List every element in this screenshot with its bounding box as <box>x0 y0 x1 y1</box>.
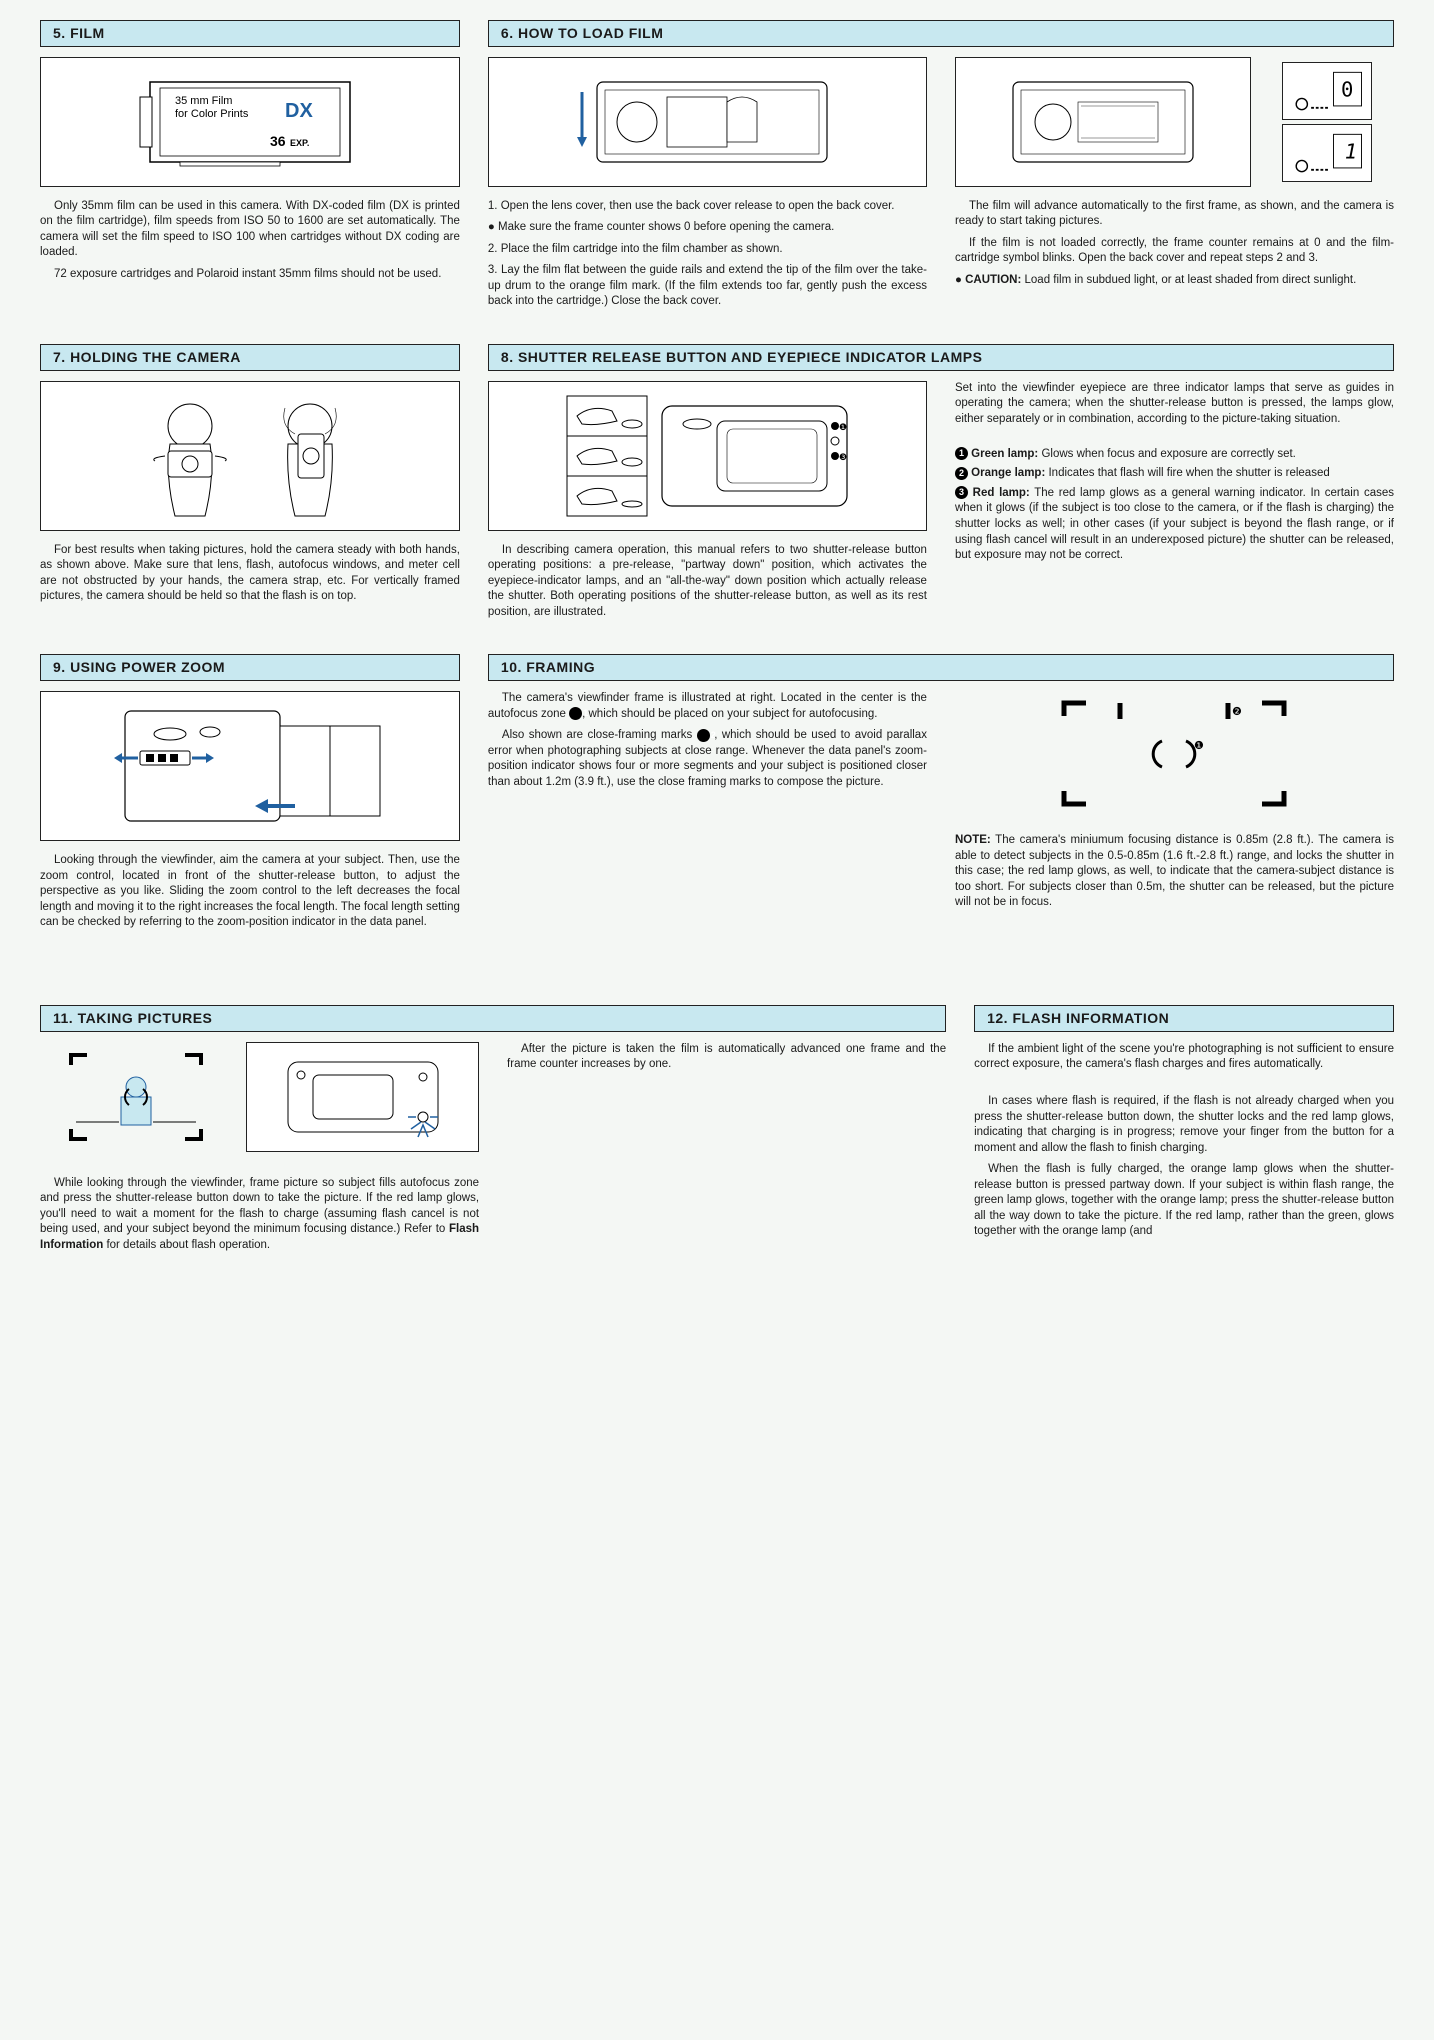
s6-c1-p1: 1. Open the lens cover, then use the bac… <box>488 199 927 215</box>
svg-text:❶: ❶ <box>1194 740 1204 752</box>
header-7: 7. HOLDING THE CAMERA <box>40 344 460 371</box>
film-dx: DX <box>285 100 313 122</box>
illus-film-cartridge: 35 mm Film for Color Prints DX 36 EXP. <box>40 57 460 187</box>
header-11: 11. TAKING PICTURES <box>40 1005 946 1032</box>
s5-p2: 72 exposure cartridges and Polaroid inst… <box>40 267 460 283</box>
section-11: 11. TAKING PICTURES <box>40 1005 946 1259</box>
header-10: 10. FRAMING <box>488 654 1394 681</box>
s8-lamp2: 2 Orange lamp: Indicates that flash will… <box>955 466 1394 482</box>
film-line2: for Color Prints <box>175 108 249 120</box>
s6-c1-p2: 2. Place the film cartridge into the fil… <box>488 242 927 258</box>
row-5-6: 5. FILM 35 mm Film for Color Prints DX 3… <box>40 20 1394 316</box>
section-12: 12. FLASH INFORMATION If the ambient lig… <box>974 1005 1394 1259</box>
illus-frame-counter: 0 1 <box>1261 57 1394 187</box>
svg-text:EXP.: EXP. <box>290 138 309 148</box>
header-9: 9. USING POWER ZOOM <box>40 654 460 681</box>
illus-zoom <box>40 691 460 841</box>
header-12: 12. FLASH INFORMATION <box>974 1005 1394 1032</box>
s9-p1: Looking through the viewfinder, aim the … <box>40 853 460 931</box>
svg-text:❶: ❶ <box>839 422 847 432</box>
s12-p1: If the ambient light of the scene you're… <box>974 1042 1394 1073</box>
s11-c1-p1: While looking through the viewfinder, fr… <box>40 1176 479 1254</box>
s8-c2-p1: Set into the viewfinder eyepiece are thr… <box>955 381 1394 428</box>
illus-taking-1 <box>40 1042 232 1152</box>
row-11-12: 11. TAKING PICTURES <box>40 1005 1394 1259</box>
section-6: 6. HOW TO LOAD FILM 1. Open the lens cov… <box>488 20 1394 316</box>
illus-holding <box>40 381 460 531</box>
section-7: 7. HOLDING THE CAMERA For best results w… <box>40 344 460 626</box>
illus-load-film-2 <box>955 57 1251 187</box>
section-10: 10. FRAMING The camera's viewfinder fram… <box>488 654 1394 936</box>
s10-c1-p2: Also shown are close-framing marks 2 , w… <box>488 728 927 790</box>
illus-taking-2 <box>246 1042 479 1152</box>
svg-text:❸: ❸ <box>839 452 847 462</box>
svg-text:❷: ❷ <box>1232 706 1242 718</box>
section-8: 8. SHUTTER RELEASE BUTTON AND EYEPIECE I… <box>488 344 1394 626</box>
s6-c1-p3: 3. Lay the film flat between the guide r… <box>488 263 927 310</box>
svg-text:0: 0 <box>1341 77 1353 101</box>
illus-viewfinder-frame: ❶ ❷ <box>955 691 1394 821</box>
row-9-10: 9. USING POWER ZOOM Looking through t <box>40 654 1394 936</box>
section-5: 5. FILM 35 mm Film for Color Prints DX 3… <box>40 20 460 316</box>
s8-c1-p1: In describing camera operation, this man… <box>488 543 927 621</box>
s12-p2: In cases where flash is required, if the… <box>974 1094 1394 1156</box>
s6-c2-caution: ● CAUTION: Load film in subdued light, o… <box>955 273 1394 289</box>
s11-c2-p1: After the picture is taken the film is a… <box>507 1042 946 1073</box>
section-9: 9. USING POWER ZOOM Looking through t <box>40 654 460 936</box>
s6-c2-p2: If the film is not loaded correctly, the… <box>955 236 1394 267</box>
s10-c1-p1: The camera's viewfinder frame is illustr… <box>488 691 927 722</box>
row-7-8: 7. HOLDING THE CAMERA For best results w… <box>40 344 1394 626</box>
s8-lamp1: 1 Green lamp: Glows when focus and expos… <box>955 447 1394 463</box>
s7-p1: For best results when taking pictures, h… <box>40 543 460 605</box>
header-6: 6. HOW TO LOAD FILM <box>488 20 1394 47</box>
s6-c2-p1: The film will advance automatically to t… <box>955 199 1394 230</box>
s5-p1: Only 35mm film can be used in this camer… <box>40 199 460 261</box>
s8-lamp3: 3 Red lamp: The red lamp glows as a gene… <box>955 486 1394 564</box>
s10-note: NOTE: The camera's miniumum focusing dis… <box>955 833 1394 911</box>
illus-shutter-button: ❶ ❸ <box>488 381 927 531</box>
header-8: 8. SHUTTER RELEASE BUTTON AND EYEPIECE I… <box>488 344 1394 371</box>
illus-load-film-1 <box>488 57 927 187</box>
film-line1: 35 mm Film <box>175 95 232 107</box>
header-5: 5. FILM <box>40 20 460 47</box>
s6-c1-b1: ● Make sure the frame counter shows 0 be… <box>488 220 927 236</box>
s12-p3: When the flash is fully charged, the ora… <box>974 1162 1394 1240</box>
svg-text:1: 1 <box>1345 139 1357 163</box>
svg-text:36: 36 <box>270 133 286 149</box>
